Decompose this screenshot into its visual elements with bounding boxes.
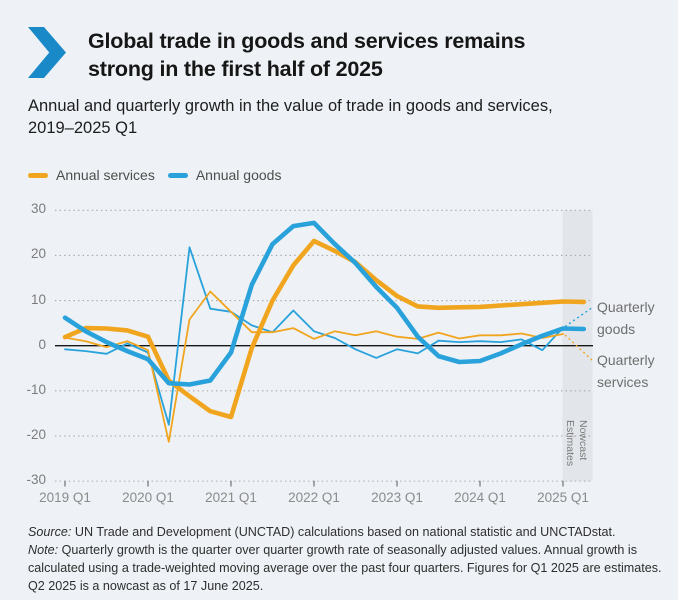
page-title-line1: Global trade in goods and services remai… — [88, 29, 526, 53]
annual-services-swatch — [28, 172, 48, 178]
legend-item-annual-services: Annual services — [28, 167, 155, 183]
annual-goods-swatch — [167, 172, 188, 178]
legend-label-annual-services: Annual services — [56, 167, 155, 183]
quarterly-services-line — [64, 290, 564, 443]
page-title-line2: strong in the first half of 2025 — [88, 56, 383, 81]
chart-footnotes: Source: UN Trade and Development (UNCTAD… — [28, 523, 670, 595]
quarterly-goods-leader-line — [564, 306, 594, 328]
note-label: Note: — [28, 543, 59, 557]
y-axis-label-20: 20 — [30, 246, 46, 262]
chart-subtitle-line1: Annual and quarterly growth in the value… — [28, 97, 553, 115]
annual-services-line — [62, 238, 587, 420]
quarterly-goods-line-label: Quarterly goods — [597, 299, 655, 337]
y-axis-label-0: 0 — [38, 336, 46, 352]
x-axis-label-2024-q1: 2024 Q1 — [454, 490, 506, 505]
x-axis-label-2021-q1: 2021 Q1 — [205, 490, 257, 505]
page-title: Global trade in goods and services remai… — [88, 28, 666, 83]
legend-item-annual-goods: Annual goods — [167, 167, 282, 183]
y-axis-label-30: 30 — [30, 201, 46, 217]
y-axis-label--20: -20 — [26, 426, 46, 442]
chart-subtitle-line2: 2019–2025 Q1 — [28, 119, 138, 137]
x-axis-label-2023-q1: 2023 Q1 — [371, 490, 423, 505]
chart-legend: Annual services Annual goods — [28, 167, 281, 183]
y-axis-label--10: -10 — [26, 381, 46, 397]
legend-label-annual-goods: Annual goods — [195, 167, 282, 183]
x-axis-label-2019-q1: 2019 Q1 — [39, 490, 91, 505]
quarterly-services-leader-line — [564, 334, 594, 362]
x-axis-label-2025-q1: 2025 Q1 — [537, 490, 589, 505]
annual-goods-line — [62, 220, 587, 387]
nowcast-estimates-label: Nowcast Estimates — [564, 420, 589, 467]
method-note: Note: Quarterly growth is the quarter ov… — [28, 541, 670, 595]
y-axis-label-10: 10 — [30, 291, 46, 307]
y-axis-label--30: -30 — [26, 472, 46, 488]
note-text: Quarterly growth is the quarter over qua… — [28, 543, 662, 593]
chart-subtitle: Annual and quarterly growth in the value… — [28, 95, 662, 139]
source-label: Source: — [28, 525, 72, 539]
source-note: Source: UN Trade and Development (UNCTAD… — [28, 523, 670, 541]
x-axis-label-2020-q1: 2020 Q1 — [122, 490, 174, 505]
x-axis-label-2022-q1: 2022 Q1 — [288, 490, 340, 505]
quarterly-services-line-label: Quarterly services — [597, 352, 655, 390]
source-text: UN Trade and Development (UNCTAD) calcul… — [71, 525, 616, 539]
